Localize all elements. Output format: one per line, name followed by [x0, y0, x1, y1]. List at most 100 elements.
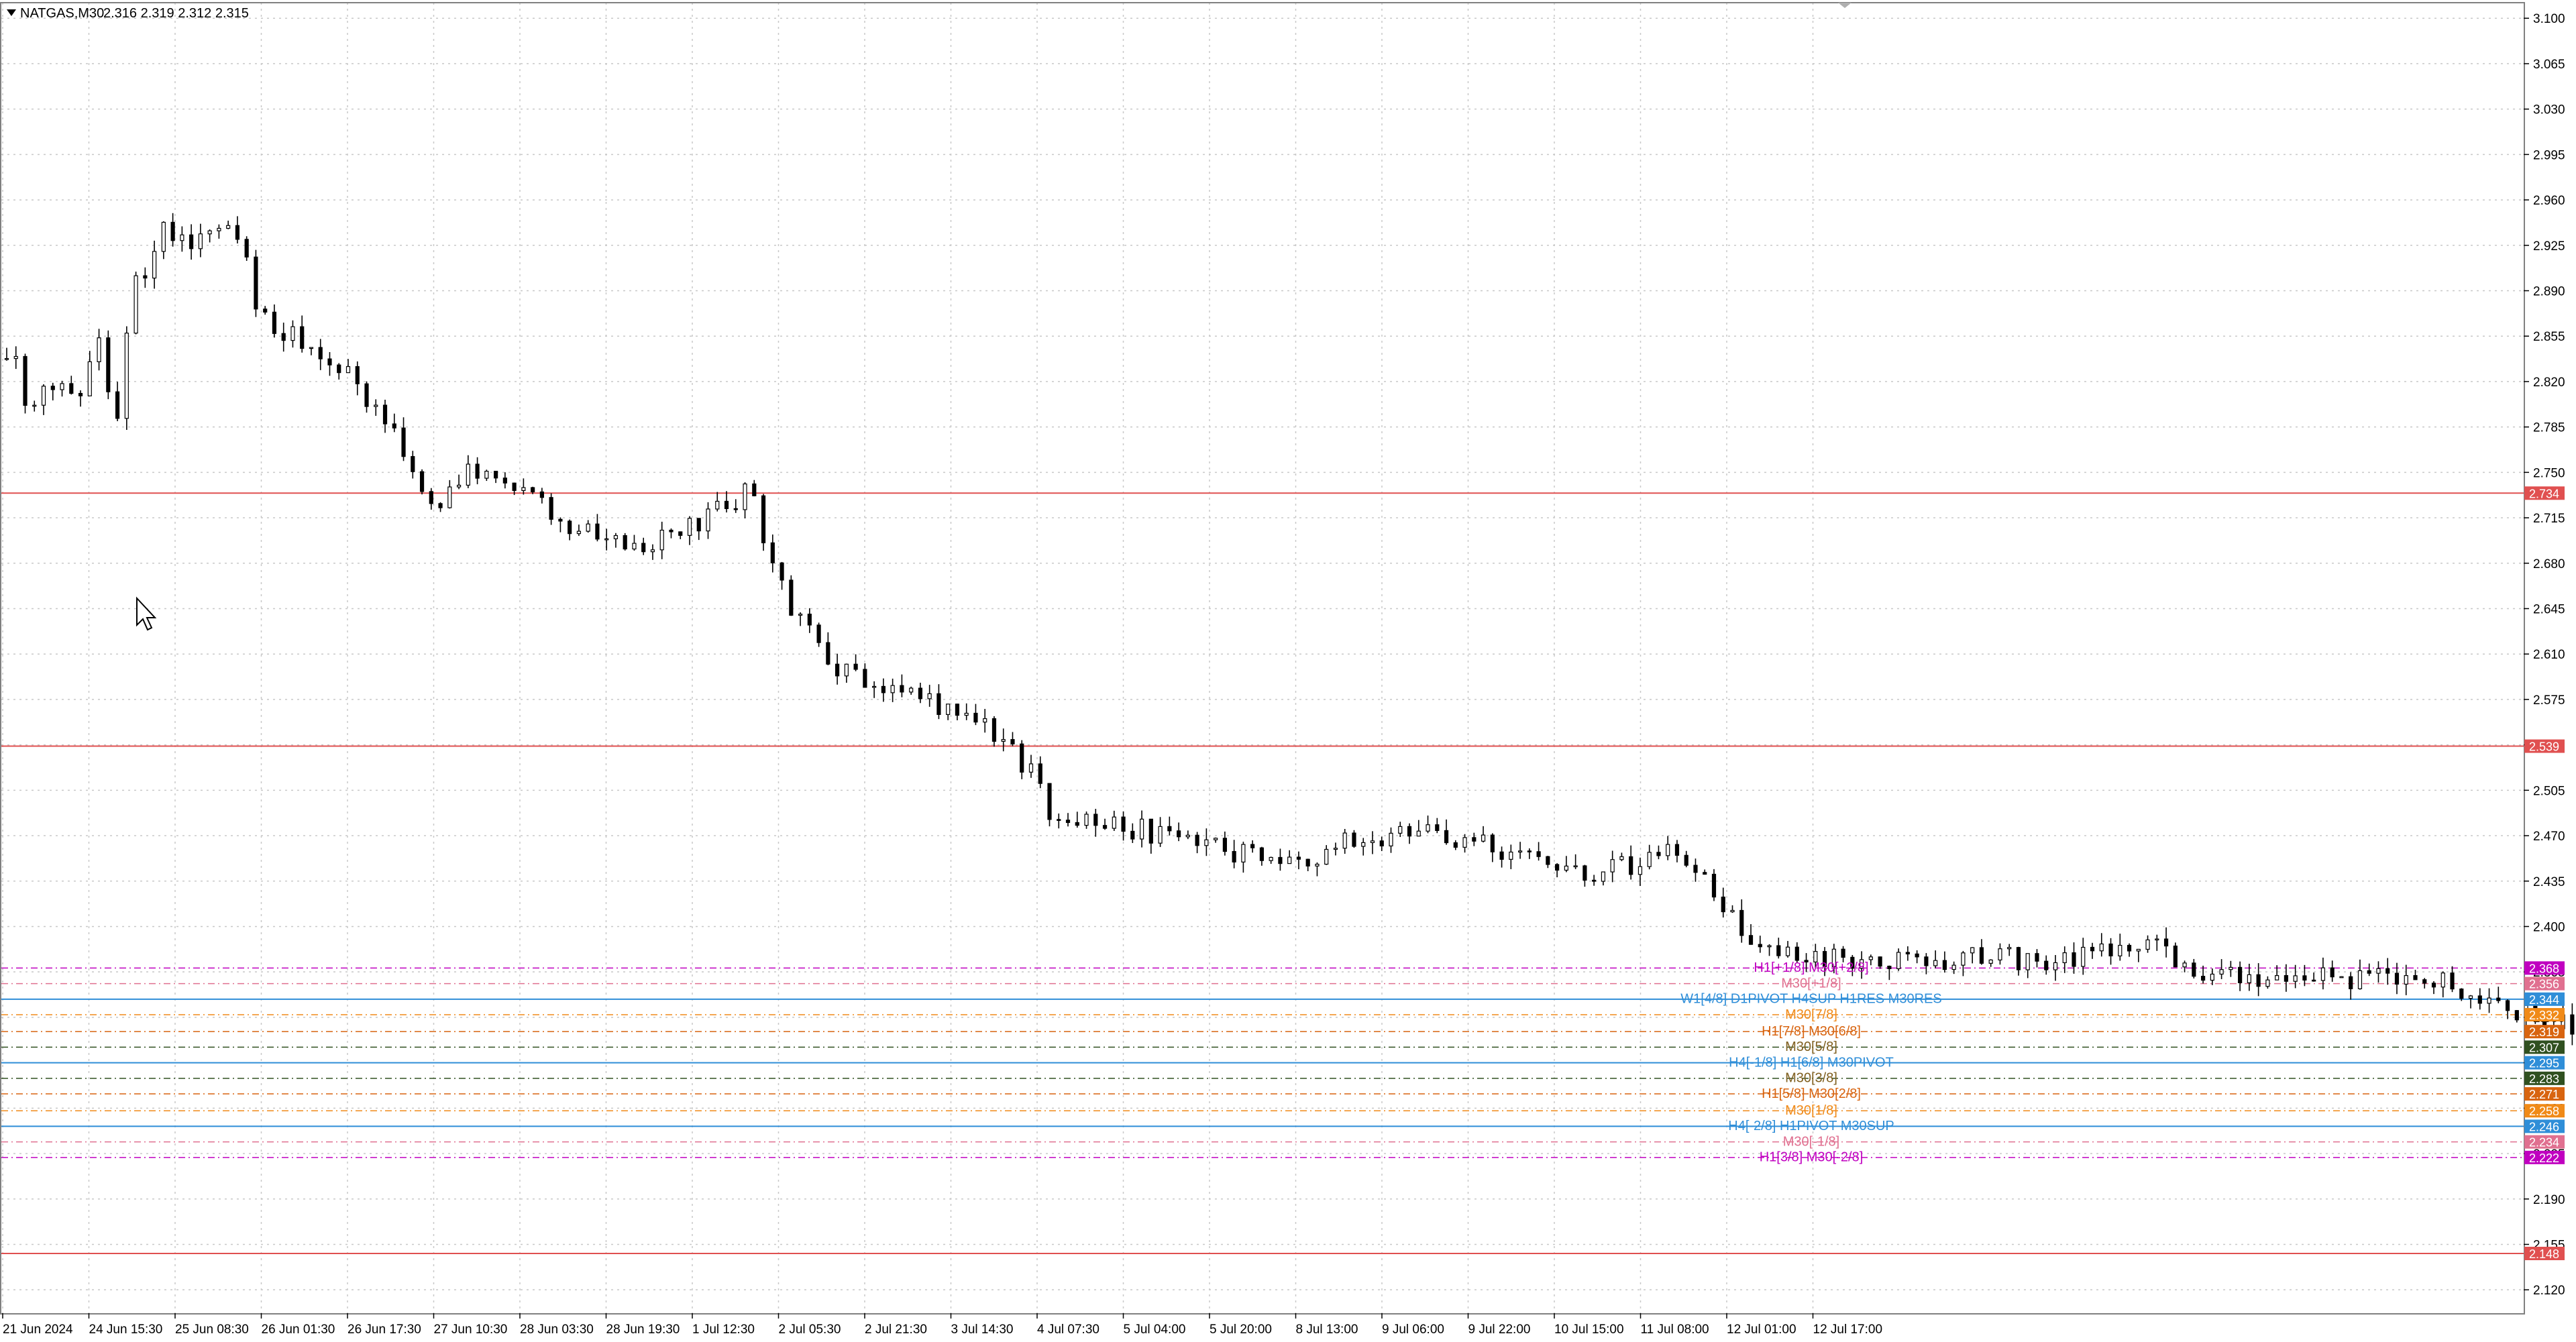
y-tick-label: 2.890 [2533, 284, 2565, 298]
candle-body [1389, 833, 1393, 846]
candle-body [1380, 841, 1383, 846]
y-tick-label: 2.820 [2533, 376, 2565, 390]
candle-body [2183, 963, 2186, 967]
candle-body [614, 536, 617, 539]
candle-body [2506, 1001, 2510, 1011]
candle-body [1952, 965, 1955, 969]
candle-body [208, 231, 211, 234]
candle-body [1195, 835, 1199, 845]
price-tag-label: 2.258 [2529, 1105, 2559, 1118]
candle-body [1011, 740, 1014, 744]
candle-body [125, 333, 128, 418]
candle-body [771, 543, 774, 563]
level-label: M30[1/8] [1785, 1103, 1837, 1118]
candle-body [2441, 973, 2445, 987]
candle-body [799, 614, 802, 616]
candle-body [301, 327, 304, 348]
candle-body [107, 338, 110, 392]
candle-body [1786, 947, 1790, 956]
candle-body [392, 424, 396, 428]
candle-body [2100, 944, 2103, 950]
candle-body [2239, 967, 2242, 983]
price-tag-label: 2.307 [2529, 1041, 2559, 1054]
candle-body [319, 347, 322, 359]
candle-body [402, 428, 405, 457]
candle-body [679, 532, 682, 535]
level-label: H4[-2/8] H1PIVOT M30SUP [1728, 1119, 1894, 1133]
candle-body [1399, 826, 1402, 833]
candle-body [1463, 838, 1466, 847]
candle-body [633, 543, 636, 549]
candle-body [79, 394, 83, 396]
candle-body [1777, 946, 1780, 956]
candle-body [568, 521, 572, 534]
candle-body [2478, 996, 2481, 1003]
level-label: M30[7/8] [1785, 1007, 1837, 1022]
candle-body [2349, 976, 2353, 989]
candle-body [235, 225, 239, 239]
candle-body [955, 704, 959, 716]
candle-body [485, 471, 488, 478]
candle-body [1343, 833, 1346, 848]
y-tick-label: 3.030 [2533, 103, 2565, 117]
candle-body [180, 235, 184, 240]
candle-body [1325, 849, 1328, 864]
candle-body [1436, 825, 1439, 831]
candle-body [881, 686, 885, 692]
x-tick-label: 27 Jun 10:30 [434, 1323, 508, 1337]
candle-body [873, 686, 876, 687]
candle-body [992, 719, 996, 742]
candle-body [1546, 856, 1550, 864]
candle-body [1445, 830, 1448, 842]
candle-body [910, 688, 913, 692]
candle-body [1177, 831, 1181, 837]
level-label: M30[+1/8] [1781, 976, 1841, 991]
level-label: H1[5/8] M30[2/8] [1762, 1086, 1861, 1101]
candle-body [1703, 873, 1707, 875]
candle-body [328, 359, 331, 365]
candle-body [1067, 820, 1070, 823]
price-tag-label: 2.332 [2529, 1009, 2559, 1022]
candle-body [716, 501, 719, 509]
x-tick-label: 10 Jul 15:00 [1554, 1323, 1624, 1337]
candle-body [1223, 838, 1226, 852]
candle-body [1878, 957, 1882, 966]
candle-body [1131, 831, 1134, 839]
y-tick-label: 2.645 [2533, 602, 2565, 616]
candle-body [1519, 851, 1522, 852]
candle-body [144, 276, 147, 278]
y-tick-label: 3.100 [2533, 12, 2565, 26]
candle-body [291, 327, 294, 340]
candle-body [983, 719, 987, 722]
candle-body [1712, 875, 1715, 897]
candle-body [1925, 957, 1928, 966]
level-label: H4[-1/8] H1[6/8] M30PIVOT [1729, 1055, 1894, 1070]
candle-body [2118, 946, 2122, 956]
candle-body [116, 392, 119, 418]
candle-body [2423, 980, 2426, 983]
candle-body [1574, 866, 1577, 867]
candle-body [23, 356, 27, 405]
candle-body [1426, 825, 1430, 832]
candle-body [1675, 844, 1678, 855]
candle-body [1075, 822, 1079, 825]
candle-body [1214, 838, 1218, 840]
candle-body [559, 519, 562, 521]
candle-body [1316, 864, 1319, 866]
candle-body [596, 524, 599, 539]
y-tick-label: 2.470 [2533, 830, 2565, 844]
candle-body [153, 251, 156, 278]
candle-body [1269, 857, 1273, 860]
candle-body [1841, 949, 1845, 957]
candle-body [577, 531, 580, 534]
candle-body [2210, 974, 2214, 980]
candle-body [494, 471, 498, 478]
candle-body [2257, 974, 2260, 986]
x-tick-label: 24 Jun 15:30 [89, 1323, 163, 1337]
candle-body [1611, 860, 1614, 872]
candle-body [900, 685, 904, 692]
candle-body [1509, 852, 1513, 859]
x-tick-label: 2 Jul 05:30 [779, 1323, 841, 1337]
